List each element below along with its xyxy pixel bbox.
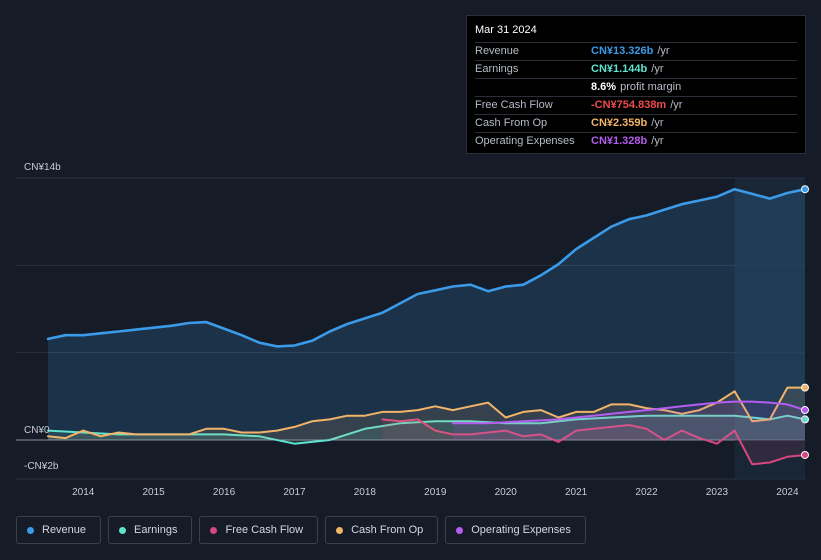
legend-label: Operating Expenses bbox=[471, 524, 571, 536]
legend-item-earnings[interactable]: Earnings bbox=[108, 516, 193, 544]
revenue-area bbox=[48, 189, 805, 440]
tooltip-row: Revenue CN¥13.326b/yr bbox=[475, 42, 797, 60]
earnings-area bbox=[48, 415, 805, 444]
tooltip-row-label bbox=[475, 79, 591, 96]
x-axis: 2014 2015 2016 2017 2018 2019 2020 2021 2022 2023… bbox=[72, 487, 799, 498]
grid-lines bbox=[16, 177, 805, 480]
tooltip-row-label: Free Cash Flow bbox=[475, 99, 553, 111]
tooltip-row-label: Earnings bbox=[475, 63, 519, 75]
free-cash-flow-line bbox=[381, 418, 806, 466]
revenue-endpoint bbox=[801, 185, 809, 194]
legend-item-revenue[interactable]: Revenue bbox=[16, 516, 102, 544]
y-tick-label: CN¥0 bbox=[24, 425, 50, 436]
x-tick-label: 2015 bbox=[143, 487, 166, 498]
legend-label: Earnings bbox=[134, 524, 178, 536]
legend-item-operating-expenses[interactable]: Operating Expenses bbox=[445, 516, 586, 544]
tooltip-row: Free Cash Flow -CN¥754.838m/yr bbox=[475, 96, 797, 114]
x-tick-label: 2017 bbox=[283, 487, 306, 498]
cash-from-op-line bbox=[47, 386, 806, 440]
x-tick-label: 2020 bbox=[495, 487, 518, 498]
legend-dot-icon bbox=[210, 526, 218, 534]
legend-dot-icon bbox=[456, 526, 464, 534]
tooltip-row-value: -CN¥754.838m bbox=[591, 99, 667, 111]
y-tick-label: -CN¥2b bbox=[24, 461, 59, 472]
tooltip-row-unit: /yr bbox=[657, 45, 670, 57]
tooltip-row-value: CN¥2.359b bbox=[591, 117, 648, 129]
tooltip-row: Earnings CN¥1.144b/yr bbox=[475, 60, 797, 78]
tooltip-rows: Revenue CN¥13.326b/yr Earnings CN¥1.144b/yr… bbox=[475, 42, 797, 150]
free-cash-flow-endpoint bbox=[801, 450, 809, 459]
x-tick-label: 2022 bbox=[635, 487, 658, 498]
x-tick-label: 2018 bbox=[354, 487, 377, 498]
tooltip-row: 8.6% profit margin bbox=[475, 78, 797, 96]
cash-from-op-area bbox=[48, 387, 805, 440]
chart-canvas: 2014 2015 2016 2017 2018 2019 2020 2021 2022 2023… bbox=[16, 162, 809, 498]
x-tick-label: 2024 bbox=[776, 487, 799, 498]
tooltip-row-unit: /yr bbox=[651, 135, 664, 147]
data-tooltip: Mar 31 2024 Revenue CN¥13.326b/yr Earnings… bbox=[466, 15, 806, 154]
operating-expenses-endpoint bbox=[801, 406, 809, 415]
cash-from-op-endpoint bbox=[801, 383, 809, 392]
legend-label: Revenue bbox=[42, 524, 87, 536]
forecast-highlight-band bbox=[734, 178, 805, 479]
legend-dot-icon bbox=[119, 526, 127, 534]
legend-label: Free Cash Flow bbox=[225, 524, 304, 536]
series-layer bbox=[46, 185, 809, 466]
legend-label: Cash From Op bbox=[351, 524, 424, 536]
legend-item-free-cash-flow[interactable]: Free Cash Flow bbox=[199, 516, 319, 544]
tooltip-row-label: Revenue bbox=[475, 45, 520, 57]
x-tick-label: 2023 bbox=[706, 487, 729, 498]
tooltip-row: Operating Expenses CN¥1.328b/yr bbox=[475, 132, 797, 150]
tooltip-row-unit: profit margin bbox=[620, 81, 682, 93]
x-tick-label: 2019 bbox=[424, 487, 447, 498]
x-tick-label: 2021 bbox=[565, 487, 588, 498]
y-axis: CN¥14b CN¥0 -CN¥2b bbox=[24, 162, 61, 472]
tooltip-row-value: CN¥1.328b bbox=[591, 135, 648, 147]
tooltip-row-value: CN¥13.326b bbox=[591, 45, 654, 57]
x-tick-label: 2014 bbox=[72, 487, 95, 498]
tooltip-row-label: Operating Expenses bbox=[475, 135, 575, 147]
revenue-line bbox=[46, 187, 807, 348]
tooltip-row-unit: /yr bbox=[651, 63, 664, 75]
tooltip-date: Mar 31 2024 bbox=[475, 24, 537, 36]
legend-dot-icon bbox=[27, 526, 34, 534]
tooltip-row-unit: /yr bbox=[670, 99, 683, 111]
x-tick-label: 2016 bbox=[213, 487, 236, 498]
operating-expenses-area bbox=[452, 401, 805, 440]
chart-legend: Revenue Earnings Free Cash Flow Cash From O… bbox=[16, 516, 586, 546]
legend-dot-icon bbox=[336, 526, 344, 534]
earnings-endpoint bbox=[801, 415, 809, 424]
y-tick-label: CN¥14b bbox=[24, 162, 61, 173]
legend-item-cash-from-op[interactable]: Cash From Op bbox=[325, 516, 439, 544]
tooltip-row-value: 8.6% bbox=[591, 81, 617, 93]
tooltip-row: Cash From Op CN¥2.359b/yr bbox=[475, 114, 797, 132]
tooltip-row-unit: /yr bbox=[651, 117, 664, 129]
tooltip-row-label: Cash From Op bbox=[475, 117, 548, 129]
operating-expenses-line bbox=[451, 400, 806, 425]
tooltip-row-value: CN¥1.144b bbox=[591, 63, 648, 75]
